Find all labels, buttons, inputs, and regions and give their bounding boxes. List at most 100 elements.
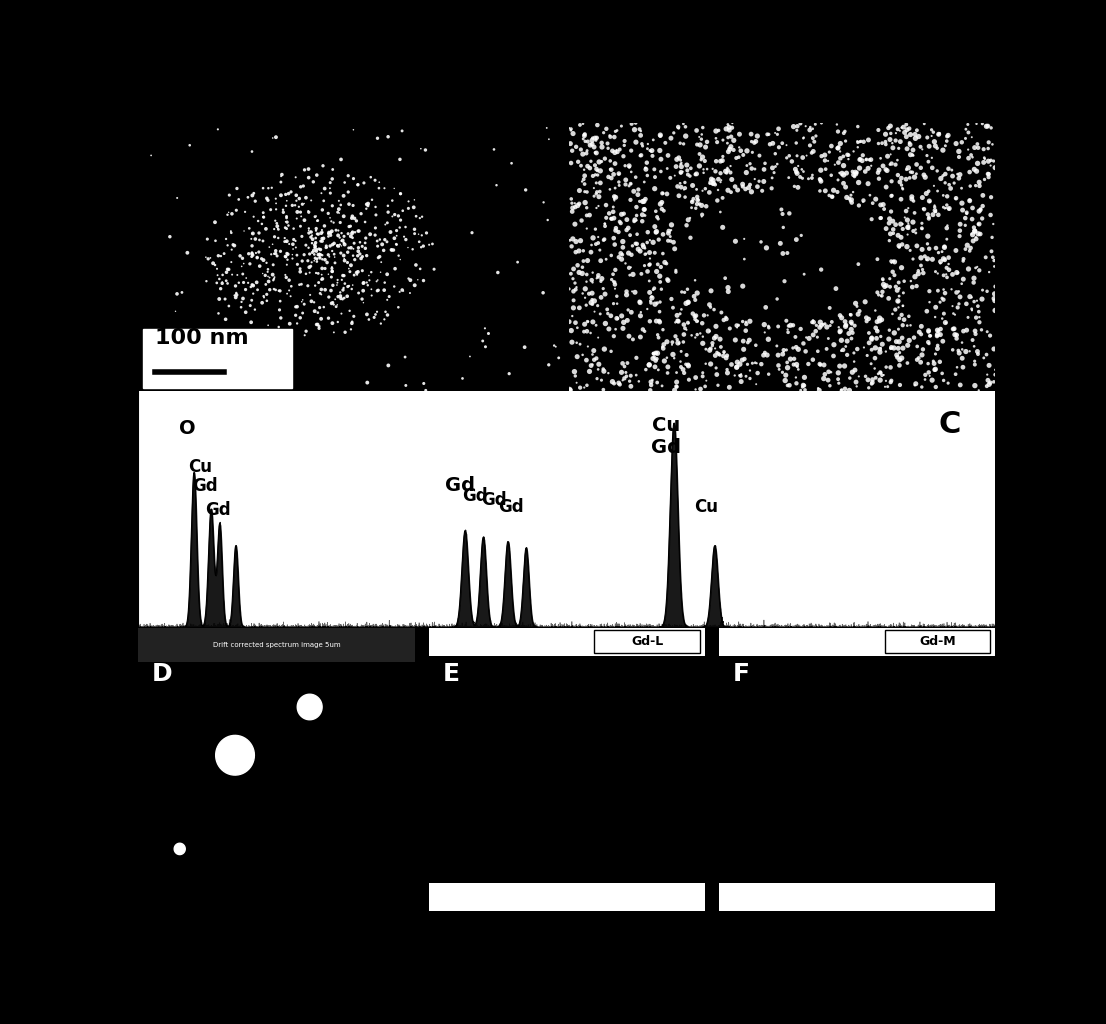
Point [959,309,977,326]
Point [616,370,634,386]
Point [270,283,288,299]
Point [920,283,938,299]
Point [781,147,799,164]
Point [982,158,1000,174]
Point [300,225,317,242]
Point [967,323,984,339]
Point [351,234,368,251]
Point [260,180,278,197]
Point [807,128,825,144]
Point [389,208,407,224]
Point [307,220,325,237]
Point [858,347,876,364]
Point [291,260,309,276]
Point [222,223,240,240]
Point [567,138,585,155]
Point [909,262,927,279]
Point [979,324,997,340]
Point [951,216,969,232]
Point [623,247,640,263]
Point [254,180,272,197]
Point [577,352,595,369]
Point [980,169,998,185]
Point [935,199,952,215]
Point [272,168,290,184]
Point [735,230,753,247]
Point [603,211,620,227]
Point [295,247,313,263]
Point [303,245,321,261]
Point [879,379,897,395]
Point [868,323,886,339]
Point [693,369,711,385]
Point [359,198,377,214]
Point [722,138,740,155]
Point [633,135,650,152]
Point [313,185,331,202]
Point [219,207,237,223]
Point [566,282,584,298]
Point [574,116,592,132]
Point [274,202,292,218]
Point [305,243,323,259]
Point [584,346,602,362]
Point [239,274,257,291]
Point [311,245,328,261]
FancyBboxPatch shape [885,631,990,653]
Point [580,313,597,330]
Point [379,129,397,145]
Point [609,166,627,182]
Point [728,317,745,334]
Point [237,304,254,321]
Point [595,341,613,357]
Point [573,265,591,282]
Point [860,310,878,327]
Point [605,166,623,182]
Point [276,214,294,230]
Point [706,301,723,317]
Point [775,344,793,360]
Point [680,372,698,388]
Point [627,115,645,131]
Point [974,187,992,204]
Point [869,135,887,152]
Point [352,206,369,222]
Point [574,347,592,364]
Point [872,372,889,388]
Point [634,138,651,155]
Point [222,254,240,270]
Point [966,223,983,240]
Point [705,175,722,191]
Text: Gd: Gd [205,501,231,519]
Point [901,136,919,153]
Point [330,227,347,244]
Point [669,178,687,195]
Point [628,226,646,243]
Point [830,365,847,381]
Point [268,215,285,231]
Point [707,340,724,356]
Point [228,355,246,372]
Point [298,265,315,282]
Point [816,146,834,163]
Point [379,198,397,214]
Point [345,241,363,257]
Point [938,188,956,205]
Point [310,226,327,243]
Point [223,206,241,222]
Point [333,238,351,254]
Point [713,219,731,236]
Point [936,285,953,301]
Point [399,194,417,210]
Point [574,286,592,302]
Point [884,187,901,204]
Text: F: F [732,662,750,686]
Point [897,117,915,133]
Point [742,183,760,200]
Point [334,282,352,298]
Point [860,152,878,168]
Point [278,210,295,226]
Point [679,356,697,373]
Point [987,302,1004,318]
Point [881,146,899,163]
